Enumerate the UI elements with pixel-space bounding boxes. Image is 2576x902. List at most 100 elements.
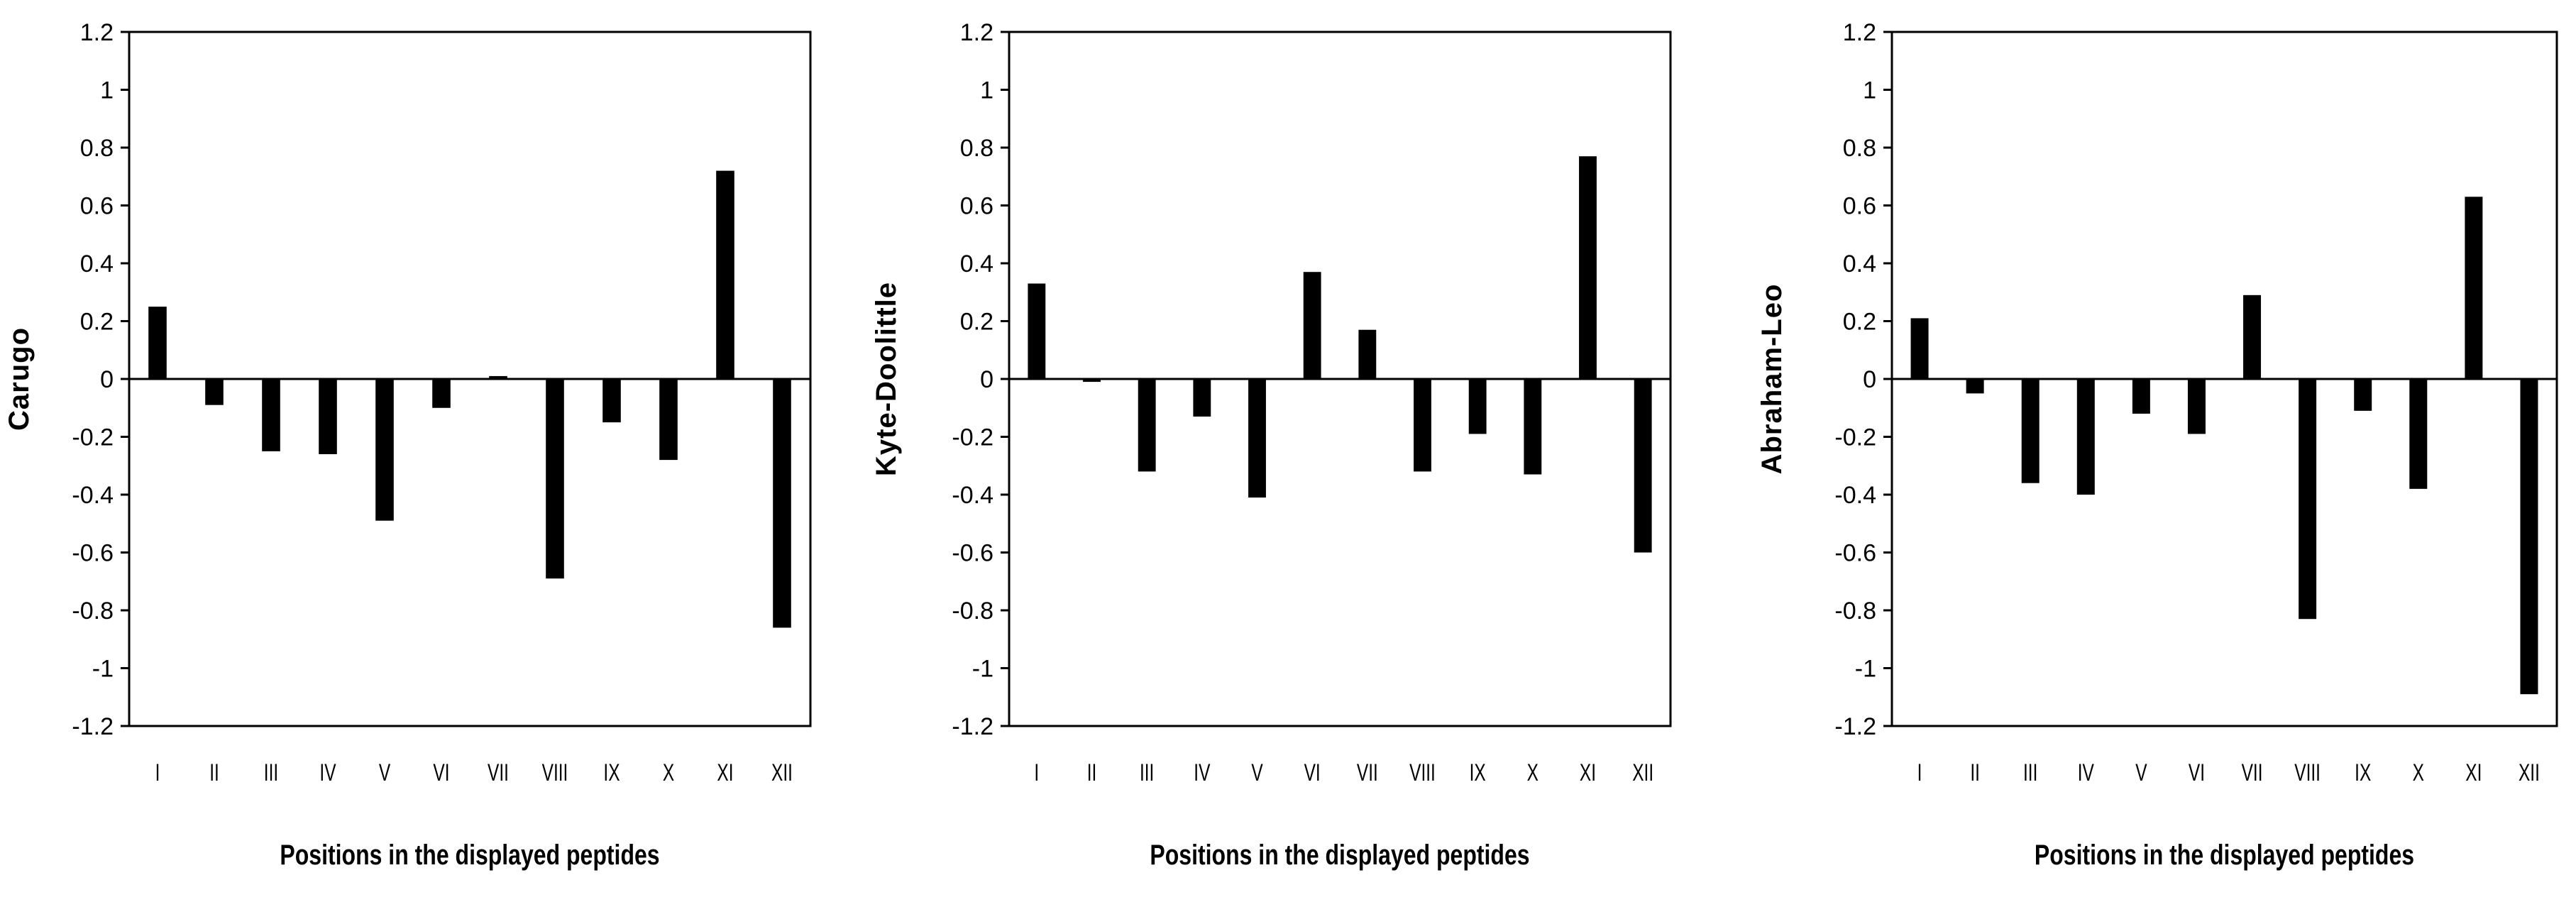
x-tick-label: VI: [1304, 759, 1321, 786]
x-tick-label: VI: [2189, 759, 2205, 786]
x-tick-label: III: [264, 759, 278, 786]
x-tick-label: V: [2135, 759, 2147, 786]
y-tick-label: -0.8: [72, 598, 114, 625]
y-tick-label: 0.4: [1843, 251, 1876, 277]
bar-VII: [1358, 329, 1377, 379]
bar-IX: [602, 379, 621, 423]
y-tick-label: 0: [1863, 366, 1876, 393]
x-tick-label: XI: [1580, 759, 1596, 786]
x-tick-label: X: [1527, 759, 1539, 786]
y-tick-label: -0.6: [1834, 540, 1876, 567]
bar-I: [148, 307, 167, 379]
bar-VI: [1303, 272, 1321, 379]
bar-IV: [2076, 379, 2095, 495]
x-tick-label: VIII: [1409, 759, 1436, 786]
bar-V: [2132, 379, 2150, 414]
bar-V: [1248, 379, 1266, 498]
y-tick-label: 0.2: [1843, 309, 1876, 336]
y-tick-label: -0.8: [952, 598, 993, 625]
y-tick-label: 0.4: [80, 251, 114, 277]
x-tick-label: XI: [2465, 759, 2482, 786]
x-tick-label: II: [209, 759, 219, 786]
x-tick-label: V: [1251, 759, 1263, 786]
x-tick-label: VII: [488, 759, 509, 786]
bar-XI: [2465, 197, 2483, 379]
bar-VIII: [546, 379, 564, 579]
x-tick-label: IX: [603, 759, 620, 786]
x-tick-label: X: [663, 759, 675, 786]
bar-XI: [716, 170, 734, 379]
bar-I: [1028, 283, 1046, 379]
y-tick-label: -1: [972, 656, 993, 683]
x-tick-label: VII: [2242, 759, 2263, 786]
bar-III: [262, 379, 280, 451]
x-tick-label: VII: [1357, 759, 1378, 786]
y-tick-label: 1: [1863, 77, 1876, 104]
bar-IV: [1193, 379, 1211, 417]
x-tick-label: V: [379, 759, 391, 786]
y-tick-label: 0.6: [1843, 193, 1876, 220]
y-tick-label: -0.8: [1834, 598, 1876, 625]
x-tick-label: X: [2413, 759, 2425, 786]
bar-XII: [2520, 379, 2538, 695]
x-tick-label: VIII: [2294, 759, 2321, 786]
x-tick-label: I: [1034, 759, 1039, 786]
x-tick-label: XII: [1632, 759, 1653, 786]
bar-VII: [2243, 295, 2262, 379]
y-tick-label: 1: [100, 77, 114, 104]
bar-IV: [319, 379, 337, 454]
y-tick-label: 0.2: [80, 309, 114, 336]
y-tick-label: -0.6: [952, 540, 993, 567]
y-tick-label: 0.6: [80, 193, 114, 220]
bar-IX: [2354, 379, 2372, 411]
y-tick-label: -1.2: [952, 713, 993, 740]
y-tick-label: -1.2: [72, 713, 114, 740]
y-axis-title: Abraham-Leo: [1756, 284, 1788, 475]
y-tick-label: -0.4: [952, 482, 993, 509]
x-tick-label: I: [1917, 759, 1922, 786]
x-tick-label: VI: [433, 759, 449, 786]
x-tick-label: IV: [1194, 759, 1210, 786]
y-tick-label: 0.4: [960, 251, 993, 277]
bar-III: [1138, 379, 1156, 472]
chart-panel-2: 1.2 1 0.8 0.6 0.4 0.2 0 -0.2 -0.4 -0.6 -0.8 -1 -1.2 I…: [871, 19, 1672, 871]
y-tick-label: -0.6: [72, 540, 114, 567]
x-tick-label: IX: [2355, 759, 2371, 786]
bar-X: [2409, 379, 2428, 489]
x-tick-label: XII: [2519, 759, 2540, 786]
bar-XII: [1634, 379, 1652, 553]
x-tick-label: IV: [319, 759, 336, 786]
y-tick-label: -0.2: [72, 424, 114, 451]
y-tick-label: -1.2: [1834, 713, 1876, 740]
x-tick-label: III: [2023, 759, 2037, 786]
x-tick-label: II: [1087, 759, 1097, 786]
y-tick-label: 1.2: [1843, 19, 1876, 46]
bar-X: [659, 379, 678, 461]
y-tick-label: 0.8: [1843, 135, 1876, 162]
y-tick-label: -1: [92, 656, 114, 683]
bar-III: [2021, 379, 2040, 483]
x-tick-label: IX: [1470, 759, 1486, 786]
x-tick-label: VIII: [542, 759, 568, 786]
y-tick-label: -0.4: [1834, 482, 1876, 509]
bar-VI: [432, 379, 451, 408]
x-axis-title: Positions in the displayed peptides: [1150, 839, 1529, 871]
y-tick-label: 0.8: [80, 135, 114, 162]
x-axis-title: Positions in the displayed peptides: [280, 839, 659, 871]
y-tick-label: 1: [980, 77, 993, 104]
x-tick-label: XII: [771, 759, 793, 786]
x-axis-title: Positions in the displayed peptides: [2035, 839, 2414, 871]
bar-XII: [773, 379, 791, 628]
bar-I: [1910, 318, 1929, 379]
y-axis-title: Kyte-Doolittle: [871, 282, 902, 476]
y-tick-label: -0.2: [1834, 424, 1876, 451]
y-tick-label: 0.2: [960, 309, 993, 336]
y-tick-label: 0.8: [960, 135, 993, 162]
bar-VII: [489, 375, 507, 379]
bar-VIII: [2299, 379, 2317, 620]
x-tick-label: IV: [2078, 759, 2094, 786]
x-tick-label: I: [155, 759, 160, 786]
y-tick-label: -1: [1855, 656, 1876, 683]
